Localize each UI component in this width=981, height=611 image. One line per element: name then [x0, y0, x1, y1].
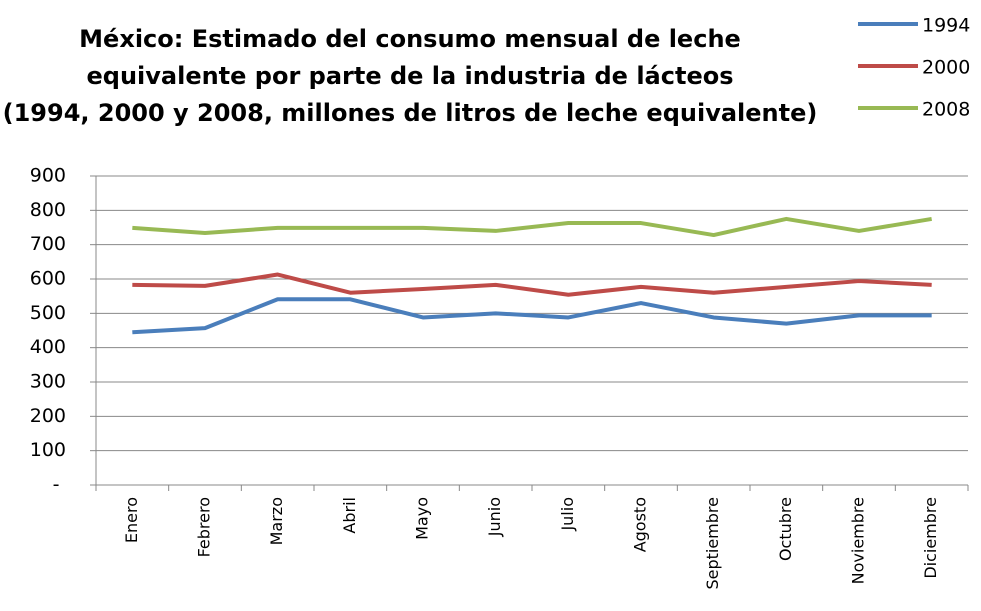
legend-label: 2000 — [922, 57, 970, 79]
y-tick-label: - — [53, 474, 60, 496]
y-tick-label: 400 — [30, 336, 66, 358]
legend-label: 1994 — [922, 15, 970, 37]
chart-title: México: Estimado del consumo mensual de … — [79, 25, 741, 53]
y-tick-label: 300 — [30, 371, 66, 393]
x-tick-label: Agosto — [631, 497, 650, 552]
y-tick-label: 700 — [30, 233, 66, 255]
line-series — [132, 297, 932, 335]
x-tick-label: Noviembre — [849, 497, 868, 584]
line-series — [132, 216, 932, 238]
x-tick-label: Marzo — [267, 497, 286, 545]
x-tick-label: Mayo — [413, 497, 432, 540]
x-tick-label: Abril — [340, 497, 359, 534]
x-tick-label: Enero — [122, 497, 141, 543]
x-tick-label: Febrero — [195, 497, 214, 557]
y-tick-label: 200 — [30, 405, 66, 427]
y-tick-label: 100 — [30, 439, 66, 461]
chart-title: equivalente por parte de la industria de… — [86, 62, 733, 90]
x-tick-label: Septiembre — [703, 497, 722, 590]
chart-title: (1994, 2000 y 2008, millones de litros d… — [3, 99, 818, 127]
legend-label: 2008 — [922, 99, 970, 121]
x-tick-label: Diciembre — [921, 497, 940, 579]
y-tick-label: 900 — [30, 165, 66, 187]
x-tick-label: Julio — [558, 497, 577, 532]
line-series — [132, 272, 932, 297]
x-tick-label: Octubre — [776, 497, 795, 561]
x-tick-label: Junio — [485, 497, 504, 537]
y-tick-label: 500 — [30, 302, 66, 324]
y-tick-label: 600 — [30, 268, 66, 290]
y-tick-label: 800 — [30, 199, 66, 221]
